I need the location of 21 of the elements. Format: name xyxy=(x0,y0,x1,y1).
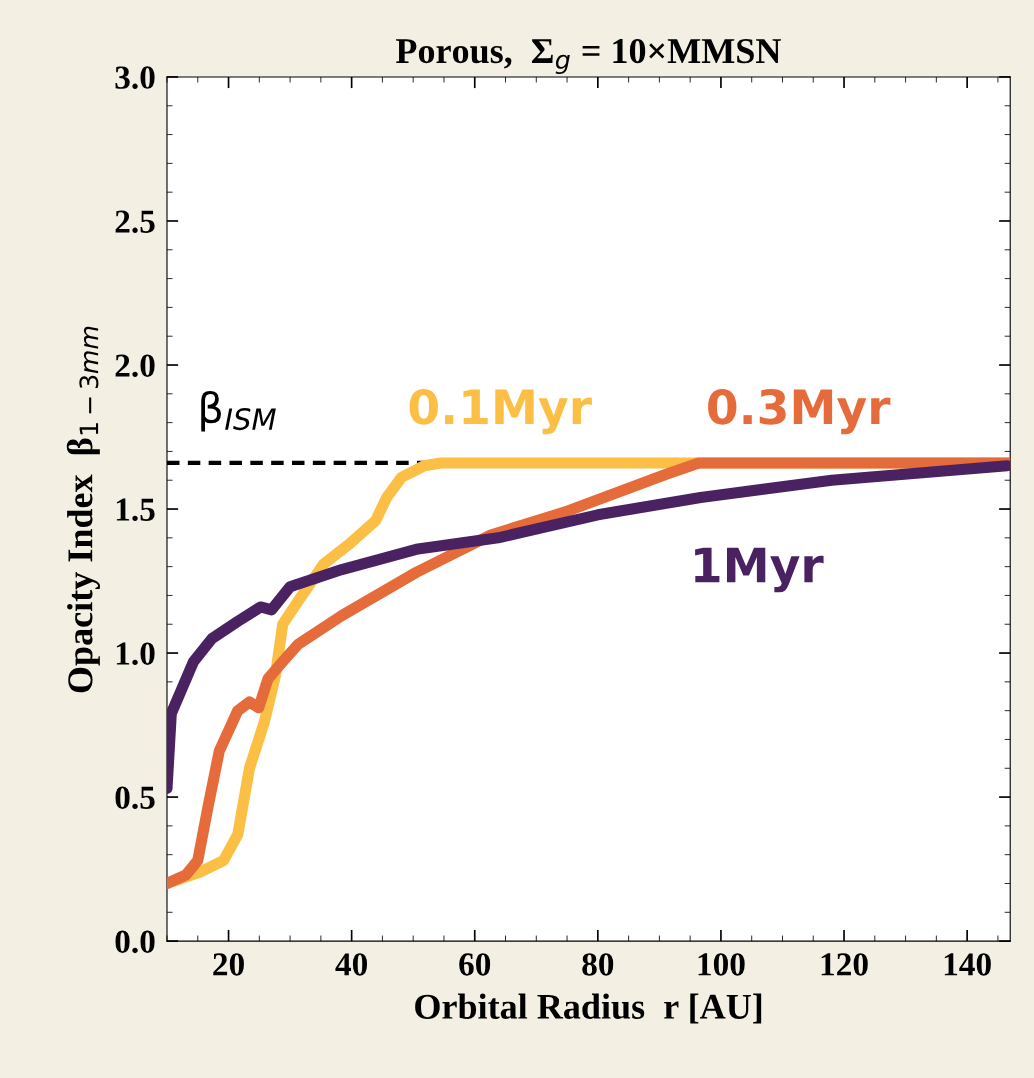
x-tick-label: 120 xyxy=(821,953,868,976)
y-tick-label: 1.0 xyxy=(116,642,155,666)
x-tick-label: 40 xyxy=(335,953,368,976)
series-label: 1Myr xyxy=(695,547,824,593)
x-tick-label: 100 xyxy=(698,953,745,976)
x-tick-label: 140 xyxy=(944,953,991,976)
chart-title: Porous, Σ$_{g}$ = 10×MMSN xyxy=(396,38,781,75)
ref-line-label: β$_{ISM}$ xyxy=(201,390,276,432)
y-tick-label: 0.5 xyxy=(115,786,155,810)
x-axis-title: Orbital Radius r [AU] xyxy=(415,993,762,1024)
series-label: 0.1Myr xyxy=(409,389,592,435)
y-tick-label: 3.0 xyxy=(115,66,155,90)
y-tick-label: 2.0 xyxy=(115,354,155,378)
y-tick-label: 1.5 xyxy=(116,498,155,522)
series-label: 0.3Myr xyxy=(708,389,891,435)
y-tick-label: 0.0 xyxy=(115,930,155,954)
y-axis-title: Opacity Index β$_{1−3mm}$ xyxy=(66,326,100,693)
x-tick-label: 80 xyxy=(582,953,614,976)
x-tick-label: 20 xyxy=(213,953,244,976)
x-tick-label: 60 xyxy=(459,953,491,976)
y-tick-label: 2.5 xyxy=(115,210,155,234)
